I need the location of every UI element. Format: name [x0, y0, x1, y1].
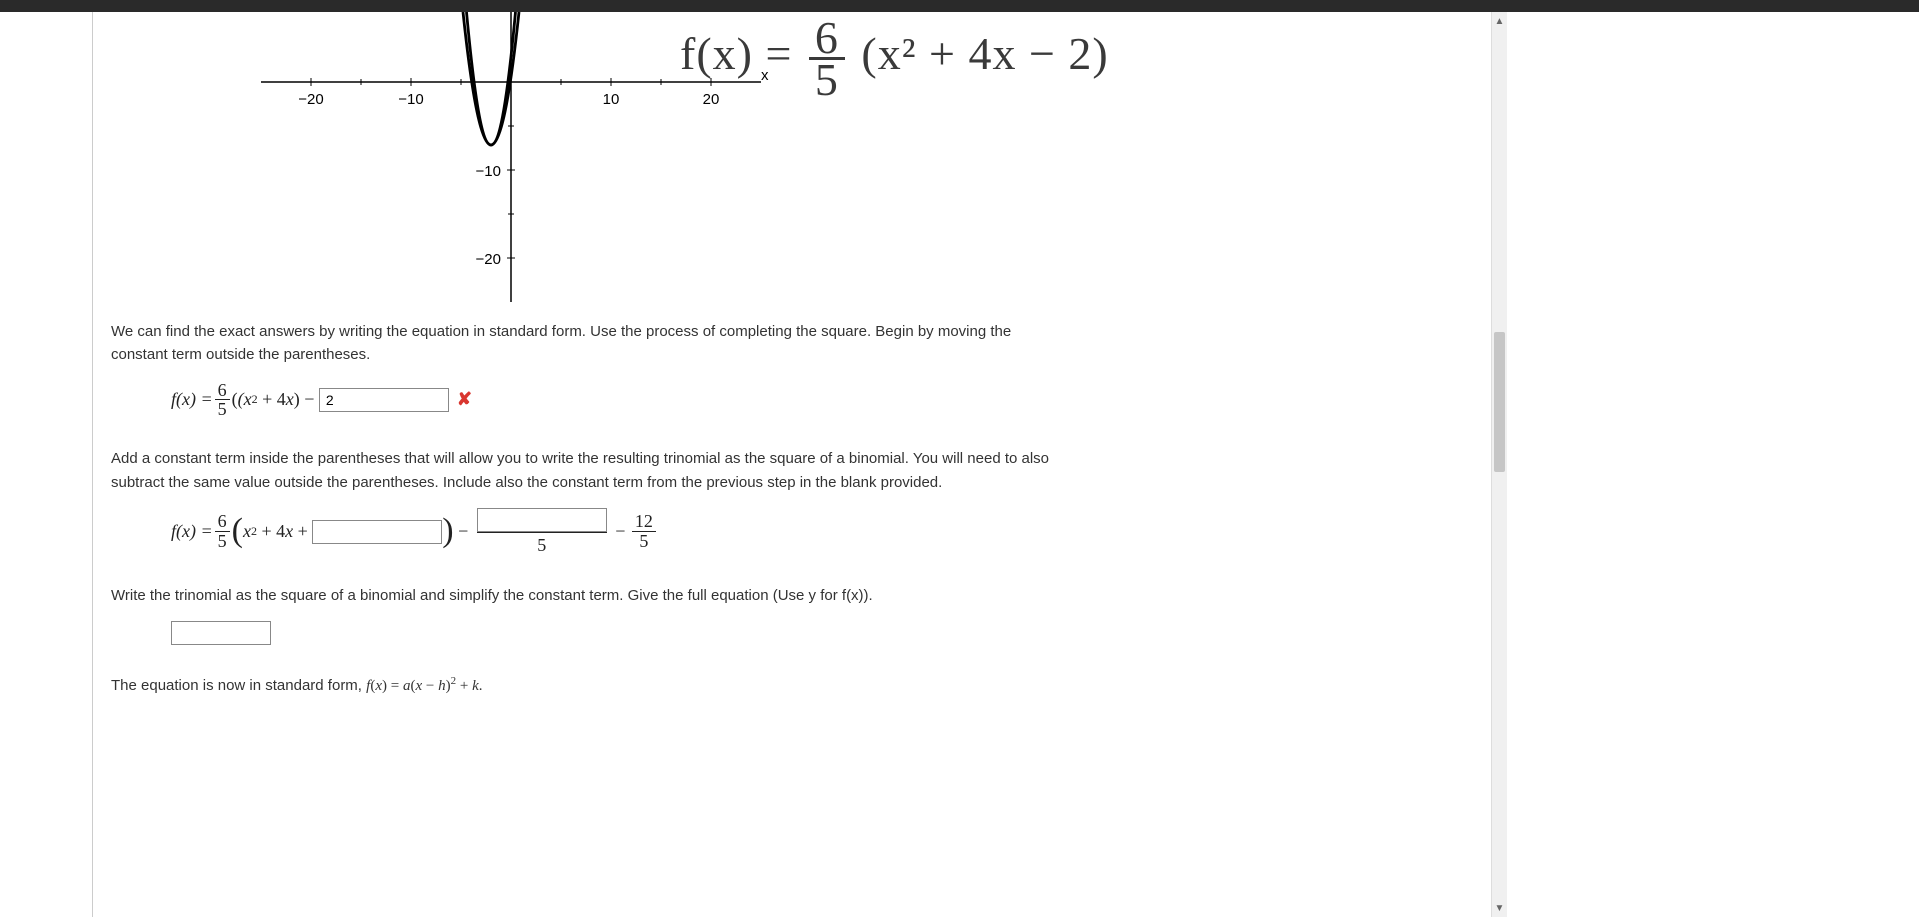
equation-2: f(x) = 6 5 ( x 2 + 4 x + ) − 5 − 12 5: [171, 508, 1485, 556]
answer-input-1[interactable]: [319, 388, 449, 412]
eq1-lhs: f(x) =: [171, 389, 213, 410]
incorrect-icon: ✘: [457, 389, 472, 410]
ytick-minus20: −20: [476, 251, 501, 268]
instruction-text-3: Write the trinomial as the square of a b…: [111, 584, 1071, 607]
handwritten-annotation: f(x) = 6 5 (x² + 4x − 2): [680, 18, 1109, 99]
xtick-minus10: −10: [398, 91, 423, 108]
answer-input-3[interactable]: [171, 621, 271, 645]
question-panel: −20 −10 10 20 x −10 −20: [92, 12, 1504, 917]
equation-3-input-row: [171, 621, 1485, 645]
xtick-minus20: −20: [298, 91, 323, 108]
xtick-10: 10: [603, 91, 620, 108]
parabola-curve: [467, 12, 516, 145]
instruction-text-2: Add a constant term inside the parenthes…: [111, 447, 1071, 494]
vertical-scrollbar[interactable]: ▲ ▼: [1491, 12, 1507, 917]
eq2-fraction-input: 5: [477, 508, 607, 556]
instruction-text-4: The equation is now in standard form, f(…: [111, 673, 1071, 698]
instruction-text-1: We can find the exact answers by writing…: [111, 320, 1071, 367]
eq1-fraction: 6 5: [215, 381, 230, 420]
handwriting-fraction: 6 5: [809, 18, 845, 99]
ytick-minus10: −10: [476, 163, 501, 180]
eq2-fraction-6-5: 6 5: [215, 512, 230, 551]
scroll-down-button[interactable]: ▼: [1492, 899, 1507, 917]
answer-input-2b[interactable]: [477, 508, 607, 532]
answer-input-2a[interactable]: [312, 520, 442, 544]
browser-top-bar: [0, 0, 1919, 12]
equation-1: f(x) = 6 5 ( (x 2 + 4 x ) − ✘: [171, 381, 1485, 420]
eq2-fraction-12-5: 12 5: [632, 512, 656, 551]
scroll-up-button[interactable]: ▲: [1492, 12, 1507, 30]
scroll-thumb[interactable]: [1494, 332, 1505, 472]
